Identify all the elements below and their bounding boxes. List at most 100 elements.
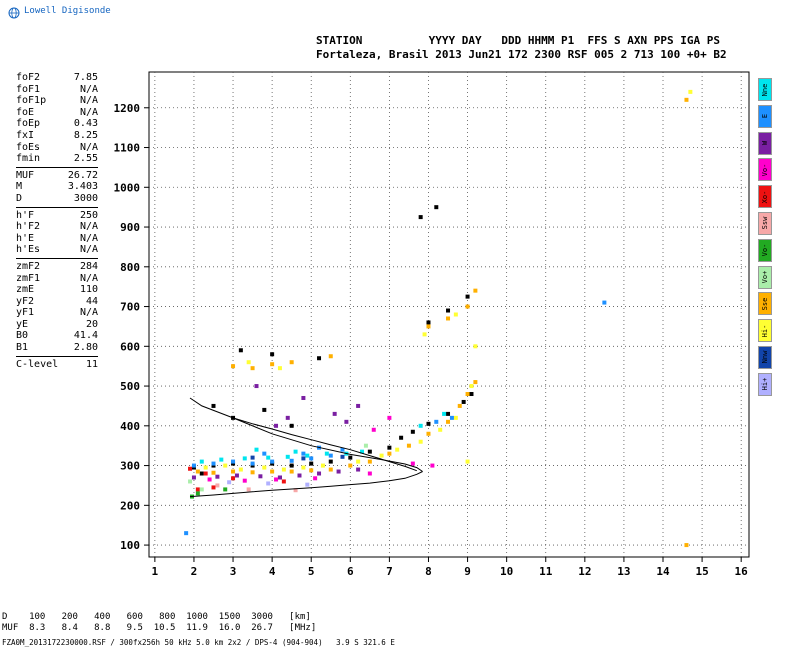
- y-tick-label: 100: [120, 539, 140, 552]
- data-point: [270, 362, 275, 367]
- data-point: [207, 477, 212, 482]
- data-point: [234, 473, 239, 478]
- data-point: [188, 479, 193, 484]
- x-tick-label: 8: [425, 565, 432, 578]
- data-point: [348, 455, 353, 460]
- param-separator: [16, 257, 98, 259]
- data-point: [199, 459, 204, 464]
- data-point: [418, 423, 423, 428]
- data-point: [434, 205, 439, 210]
- data-point: [274, 423, 279, 428]
- y-tick-label: 400: [120, 420, 140, 433]
- data-point: [277, 475, 282, 480]
- param-value: 26.72: [67, 169, 98, 181]
- data-point: [418, 215, 423, 220]
- param-label: zmE: [16, 284, 35, 296]
- data-point: [250, 461, 255, 466]
- param-row: foE N/A: [2, 107, 98, 119]
- data-point: [309, 461, 314, 466]
- data-point: [250, 455, 255, 460]
- data-point: [274, 477, 279, 482]
- data-point: [426, 421, 431, 426]
- legend-label: E: [761, 114, 769, 119]
- data-point: [469, 384, 474, 389]
- data-point: [461, 399, 466, 404]
- data-point: [684, 97, 689, 102]
- data-point: [324, 451, 329, 456]
- data-point: [340, 447, 345, 452]
- param-label: yF1: [16, 307, 35, 319]
- data-point: [262, 407, 267, 412]
- param-value: 2.55: [73, 153, 98, 165]
- y-tick-label: 1000: [114, 181, 141, 194]
- param-row: C-level 11: [2, 359, 98, 371]
- data-point: [262, 465, 267, 470]
- y-tick-label: 500: [120, 380, 140, 393]
- data-point: [317, 471, 322, 476]
- data-point: [426, 431, 431, 436]
- data-point: [211, 403, 216, 408]
- data-point: [688, 89, 693, 94]
- y-tick-label: 900: [120, 221, 140, 234]
- data-point: [406, 443, 411, 448]
- param-label: h'E: [16, 232, 35, 244]
- data-point: [301, 395, 306, 400]
- data-point: [379, 453, 384, 458]
- data-point: [457, 403, 462, 408]
- param-value: N/A: [79, 83, 98, 95]
- data-point: [473, 344, 478, 349]
- legend-label: Vo-: [761, 243, 769, 257]
- data-point: [195, 487, 200, 492]
- data-point: [332, 411, 337, 416]
- header-values: Fortaleza, Brasil 2013 Jun21 172 2300 RS…: [316, 48, 727, 61]
- data-point: [258, 474, 263, 479]
- param-row: B0 41.4: [2, 330, 98, 342]
- param-value: 20: [85, 318, 98, 330]
- legend-item: Vo-: [758, 238, 772, 262]
- data-point: [227, 480, 232, 485]
- data-point: [270, 469, 275, 474]
- legend-item: W: [758, 131, 772, 155]
- legend: Nne E W Vo- Xo- Ssw Vo- Vo+ Sse Hi- Nnw Hi+: [758, 78, 772, 400]
- param-label: foEs: [16, 141, 41, 153]
- param-value: N/A: [79, 244, 98, 256]
- data-point: [297, 473, 302, 478]
- y-tick-label: 700: [120, 301, 140, 314]
- data-point: [242, 456, 247, 461]
- param-value: N/A: [79, 221, 98, 233]
- data-point: [442, 411, 447, 416]
- param-label: fxI: [16, 129, 35, 141]
- param-value: 8.25: [73, 129, 98, 141]
- logo-text: Lowell Digisonde: [24, 6, 111, 16]
- file-info: FZA0M_2013172230000.RSF / 300fx256h 50 k…: [2, 638, 395, 647]
- data-point: [317, 356, 322, 361]
- param-row: zmF2 284: [2, 261, 98, 273]
- legend-item: Sse: [758, 292, 772, 316]
- x-tick-label: 9: [464, 565, 471, 578]
- param-value: N/A: [79, 307, 98, 319]
- data-point: [281, 467, 286, 472]
- param-row: h'F 250: [2, 210, 98, 222]
- data-point: [289, 469, 294, 474]
- param-row: B1 2.80: [2, 342, 98, 354]
- legend-label: Nnw: [761, 351, 769, 364]
- x-tick-label: 10: [500, 565, 513, 578]
- param-label: zmF2: [16, 260, 41, 272]
- data-point: [285, 454, 290, 459]
- data-point: [195, 469, 200, 474]
- data-point: [367, 449, 372, 454]
- data-point: [473, 380, 478, 385]
- data-point: [449, 415, 454, 420]
- data-point: [238, 467, 243, 472]
- param-label: foEp: [16, 118, 41, 130]
- data-point: [211, 461, 216, 466]
- legend-label: Vo-: [761, 163, 769, 177]
- data-point: [356, 403, 361, 408]
- x-tick-label: 1: [152, 565, 159, 578]
- data-point: [184, 531, 189, 536]
- data-point: [473, 288, 478, 293]
- data-point: [301, 451, 306, 456]
- param-value: 0.43: [73, 118, 98, 130]
- param-row: fmin 2.55: [2, 153, 98, 165]
